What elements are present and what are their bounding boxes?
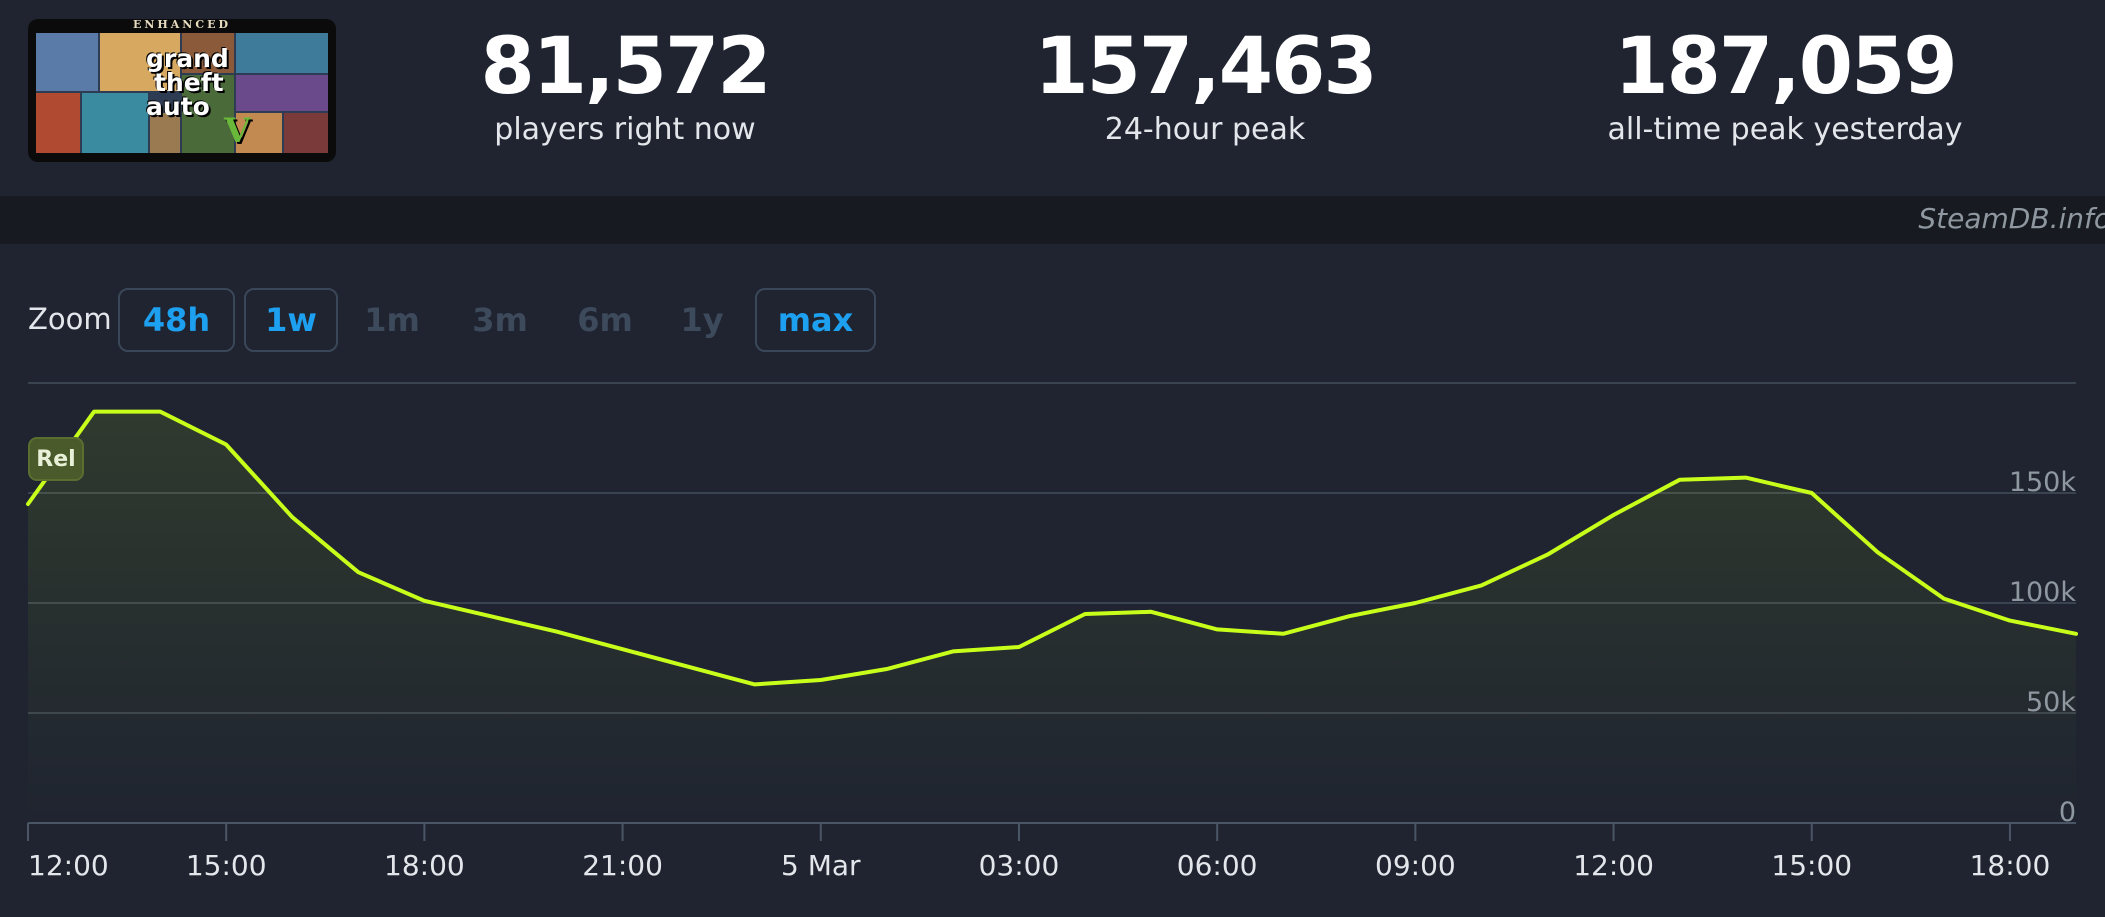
game-logo: grand theft auto (146, 44, 230, 133)
y-tick-label: 0 (2059, 797, 2076, 828)
zoom-max-button[interactable]: max (755, 288, 876, 352)
cover-tag: ENHANCED (132, 19, 232, 31)
x-axis: 12:00 15:00 18:00 21:00 5 Mar 03:00 06:00 09:00… (27, 822, 2076, 882)
header (0, 0, 2105, 196)
logo-line: grand (146, 44, 229, 73)
zoom-1w-button[interactable]: 1w (244, 288, 338, 352)
x-tick-label: 06:00 (1177, 849, 1258, 882)
logo-line: theft (154, 68, 224, 97)
series-area (28, 411, 2076, 823)
chart-line (26, 409, 2078, 687)
stat-value: 81,572 (480, 22, 772, 112)
y-tick-label: 50k (2026, 687, 2076, 718)
x-tick-label: 18:00 (384, 849, 465, 882)
logo-line: auto (146, 92, 210, 121)
stat-label: all-time peak yesterday (1607, 112, 1963, 147)
stat-24h-peak: 157,463 24-hour peak (1000, 22, 1410, 148)
zoom-48h-button[interactable]: 48h (118, 288, 235, 352)
x-tick-label: 03:00 (979, 849, 1060, 882)
cover-art (36, 33, 328, 153)
x-tick-label: 09:00 (1375, 849, 1456, 882)
zoom-label: Zoom (28, 302, 112, 336)
y-tick-label: 150k (2009, 467, 2077, 498)
stat-label: 24-hour peak (1104, 112, 1306, 147)
zoom-6m-button[interactable]: 6m (577, 301, 633, 339)
rel-badge[interactable]: Rel (28, 437, 84, 481)
y-axis: 0 50k 100k 150k (2009, 467, 2077, 828)
y-tick-label: 100k (2009, 577, 2077, 608)
x-tick-label: 12:00 (28, 849, 109, 882)
divider-strip (0, 196, 2105, 244)
chart-area (28, 411, 2076, 823)
x-tick-label: 21:00 (582, 849, 663, 882)
x-tick-label: 15:00 (186, 849, 267, 882)
game-cover-image: ENHANCED grand theft auto V (28, 19, 336, 162)
stat-current-players: 81,572 players right now (455, 22, 795, 148)
x-tick-label: 15:00 (1771, 849, 1852, 882)
logo-mark: V (224, 111, 251, 151)
series-line (26, 409, 2078, 687)
credit-text[interactable]: SteamDB.info (1918, 202, 2105, 235)
zoom-3m-button[interactable]: 3m (472, 301, 528, 339)
x-tick-label: 12:00 (1573, 849, 1654, 882)
stat-value: 187,059 (1614, 22, 1957, 112)
stat-label: players right now (494, 112, 756, 147)
stat-value: 157,463 (1034, 22, 1377, 112)
zoom-1y-button[interactable]: 1y (680, 301, 724, 339)
zoom-1m-button[interactable]: 1m (364, 301, 420, 339)
stat-all-time-peak: 187,059 all-time peak yesterday (1570, 22, 2000, 148)
x-tick-label: 5 Mar (781, 849, 861, 882)
x-tick-label: 18:00 (1970, 849, 2051, 882)
